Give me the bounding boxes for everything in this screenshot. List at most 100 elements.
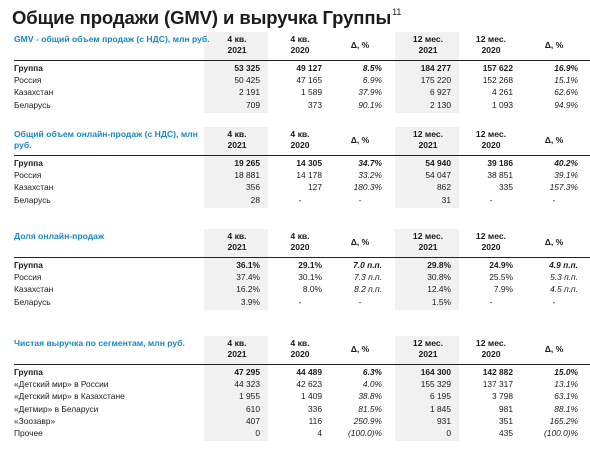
row-label: Казахстан [14, 87, 54, 98]
row-label: Группа [14, 260, 43, 270]
table-cell: 34.7% [358, 158, 382, 168]
table-cell: 175 220 [420, 75, 451, 86]
table-cell: 435 [499, 427, 513, 438]
table-cell: - [298, 296, 302, 307]
table-cell: 7.9% [493, 284, 513, 295]
table-row: Группа 36.1% 29.1% 7.0 п.п. 29.8% 24.9% 4.9 п.… [14, 259, 590, 271]
table-cell: 152 268 [482, 75, 513, 86]
table-cell: 250.9% [353, 415, 382, 426]
table-cell: 54 047 [425, 170, 451, 181]
title-footnote: 11 [392, 7, 402, 17]
table-cell: 62.6% [554, 87, 578, 98]
table-cell: 37.9% [358, 87, 382, 98]
table-cell: 4 261 [492, 87, 513, 98]
column-header: Δ, % [544, 344, 564, 354]
table-cell: 16.2% [236, 284, 260, 295]
column-header: Δ, % [350, 135, 370, 145]
row-label: «Детский мир» в Казахстане [14, 391, 125, 402]
table-row: Группа 47 295 44 489 6.3% 164 300 142 882 15.0… [14, 366, 590, 378]
table-cell: 44 489 [296, 367, 322, 377]
table-cell: 33.2% [358, 170, 382, 181]
table-cell: 164 300 [420, 367, 451, 377]
column-shading [395, 229, 459, 310]
column-header: 12 мес. 2021 [412, 231, 444, 252]
table-cell: 0 [255, 427, 260, 438]
table-cell: 1 955 [239, 391, 260, 402]
table-cell: 7.3 п.п. [354, 272, 382, 283]
row-label: Казахстан [14, 284, 54, 295]
table-cell: 42 623 [296, 379, 322, 390]
table-row: «Детский мир» в России 44 323 42 623 4.0% 15… [14, 378, 590, 390]
table-cell: 3.9% [240, 296, 260, 307]
table-cell: 40.2% [554, 158, 578, 168]
table-cell: 88.1% [554, 403, 578, 414]
table-row: Казахстан 16.2% 8.0% 8.2 п.п. 12.4% 7.9% 4.5 п… [14, 283, 590, 295]
page-title: Общие продажи (GMV) и выручка Группы11 [12, 7, 401, 29]
table-cell: 127 [308, 182, 322, 193]
table-cell: 47 295 [234, 367, 260, 377]
table-cell: 4.9 п.п. [549, 260, 578, 270]
column-header: 4 кв. 2021 [227, 338, 247, 359]
table-cell: 3 798 [492, 391, 513, 402]
column-header: Δ, % [350, 344, 370, 354]
table-row: «Детский мир» в Казахстане 1 955 1 409 38.8… [14, 390, 590, 402]
column-header: 12 мес. 2020 [475, 34, 507, 55]
table-section-2: Общий объем онлайн-продаж (с НДС), млн р… [14, 127, 590, 208]
table-row: Группа 53 325 49 127 8.5% 184 277 157 622 16.9… [14, 62, 590, 74]
row-label: Беларусь [14, 194, 51, 205]
table-cell: 13.1% [554, 379, 578, 390]
table-cell: 4.5 п.п. [550, 284, 578, 295]
row-label: «Зоозавр» [14, 415, 56, 426]
table-cell: 155 329 [420, 379, 451, 390]
column-shading [395, 336, 459, 442]
table-cell: 29.8% [427, 260, 451, 270]
table-cell: 14 178 [296, 170, 322, 181]
column-header: Δ, % [544, 135, 564, 145]
column-shading [204, 336, 268, 442]
column-header: 12 мес. 2021 [412, 129, 444, 150]
table-cell: 981 [499, 403, 513, 414]
table-cell: 184 277 [420, 63, 451, 73]
row-label: Группа [14, 367, 43, 377]
column-shading [204, 229, 268, 310]
header-divider [14, 364, 590, 365]
row-label: Прочее [14, 427, 43, 438]
column-header: Δ, % [350, 40, 370, 50]
column-header: 12 мес. 2021 [412, 34, 444, 55]
table-cell: 8.5% [362, 63, 382, 73]
table-cell: 1.5% [431, 296, 451, 307]
table-header: Доля онлайн-продаж 4 кв. 2021 4 кв. 2020 Δ, %… [14, 229, 590, 259]
table-cell: 53 325 [234, 63, 260, 73]
table-cell: 116 [308, 415, 322, 426]
column-shading [395, 127, 459, 208]
table-cell: 49 127 [296, 63, 322, 73]
row-label: Россия [14, 170, 42, 181]
column-header: 4 кв. 2021 [227, 231, 247, 252]
column-header: 4 кв. 2020 [290, 338, 310, 359]
column-header: 4 кв. 2021 [227, 129, 247, 150]
table-cell: 709 [246, 99, 260, 110]
table-row: Прочее 0 4 (100.0)% 0 435 (100.0)% [14, 427, 590, 439]
table-header: Общий объем онлайн-продаж (с НДС), млн р… [14, 127, 590, 157]
table-section-4: Чистая выручка по сегментам, млн руб. 4 к… [14, 336, 590, 442]
row-label: Россия [14, 75, 42, 86]
column-header: 4 кв. 2020 [290, 231, 310, 252]
header-divider [14, 60, 590, 61]
table-title: Доля онлайн-продаж [14, 231, 105, 241]
table-cell: 14 305 [296, 158, 322, 168]
table-row: Беларусь 3.9% - - 1.5% - - [14, 296, 590, 308]
table-cell: 30.8% [427, 272, 451, 283]
table-cell: 2 191 [239, 87, 260, 98]
table-cell: 54 940 [425, 158, 451, 168]
table-cell: 31 [441, 194, 451, 205]
column-shading [204, 127, 268, 208]
table-cell: 38.8% [358, 391, 382, 402]
page-title-text: Общие продажи (GMV) и выручка Группы [12, 7, 392, 28]
table-cell: - [489, 194, 493, 205]
row-label: Беларусь [14, 99, 51, 110]
row-label: «Детмир» в Беларуси [14, 403, 99, 414]
table-cell: 12.4% [427, 284, 451, 295]
table-cell: 157.3% [549, 182, 578, 193]
table-cell: 81.5% [358, 403, 382, 414]
table-cell: 2 130 [430, 99, 451, 110]
